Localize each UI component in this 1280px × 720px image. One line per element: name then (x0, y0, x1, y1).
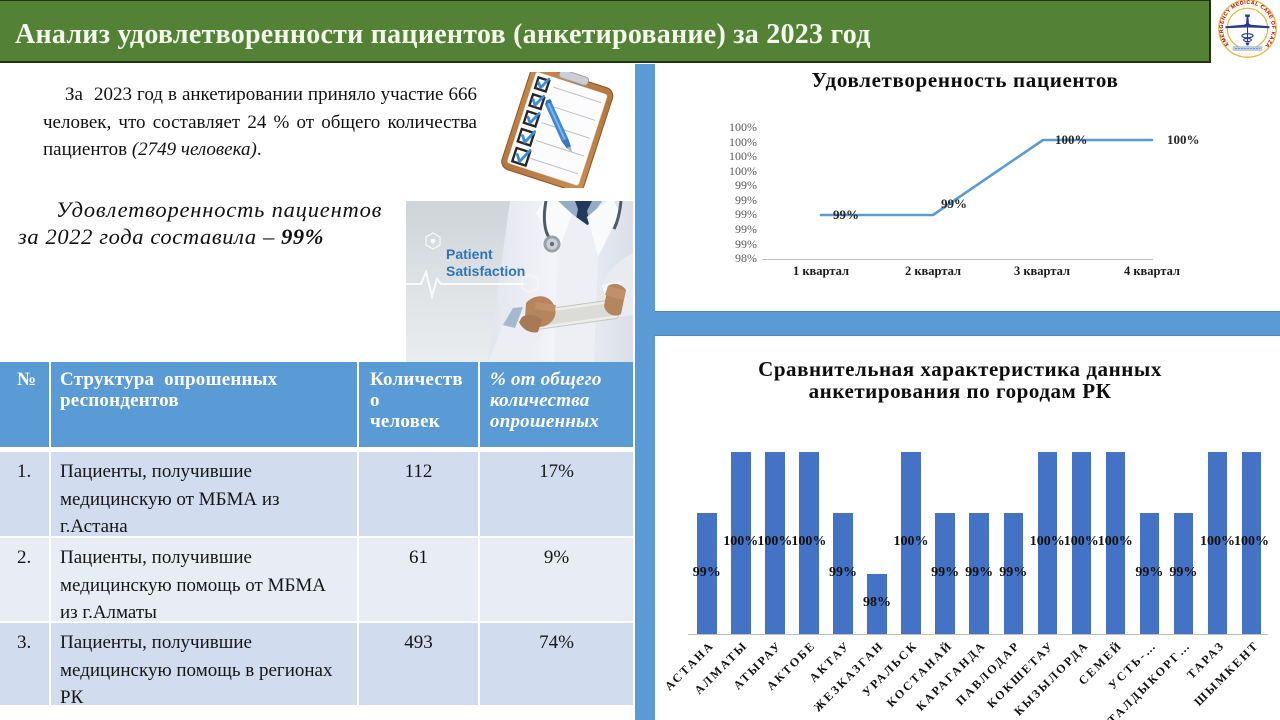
svg-text:Patient: Patient (446, 246, 493, 262)
svg-text:Satisfaction: Satisfaction (446, 263, 525, 279)
